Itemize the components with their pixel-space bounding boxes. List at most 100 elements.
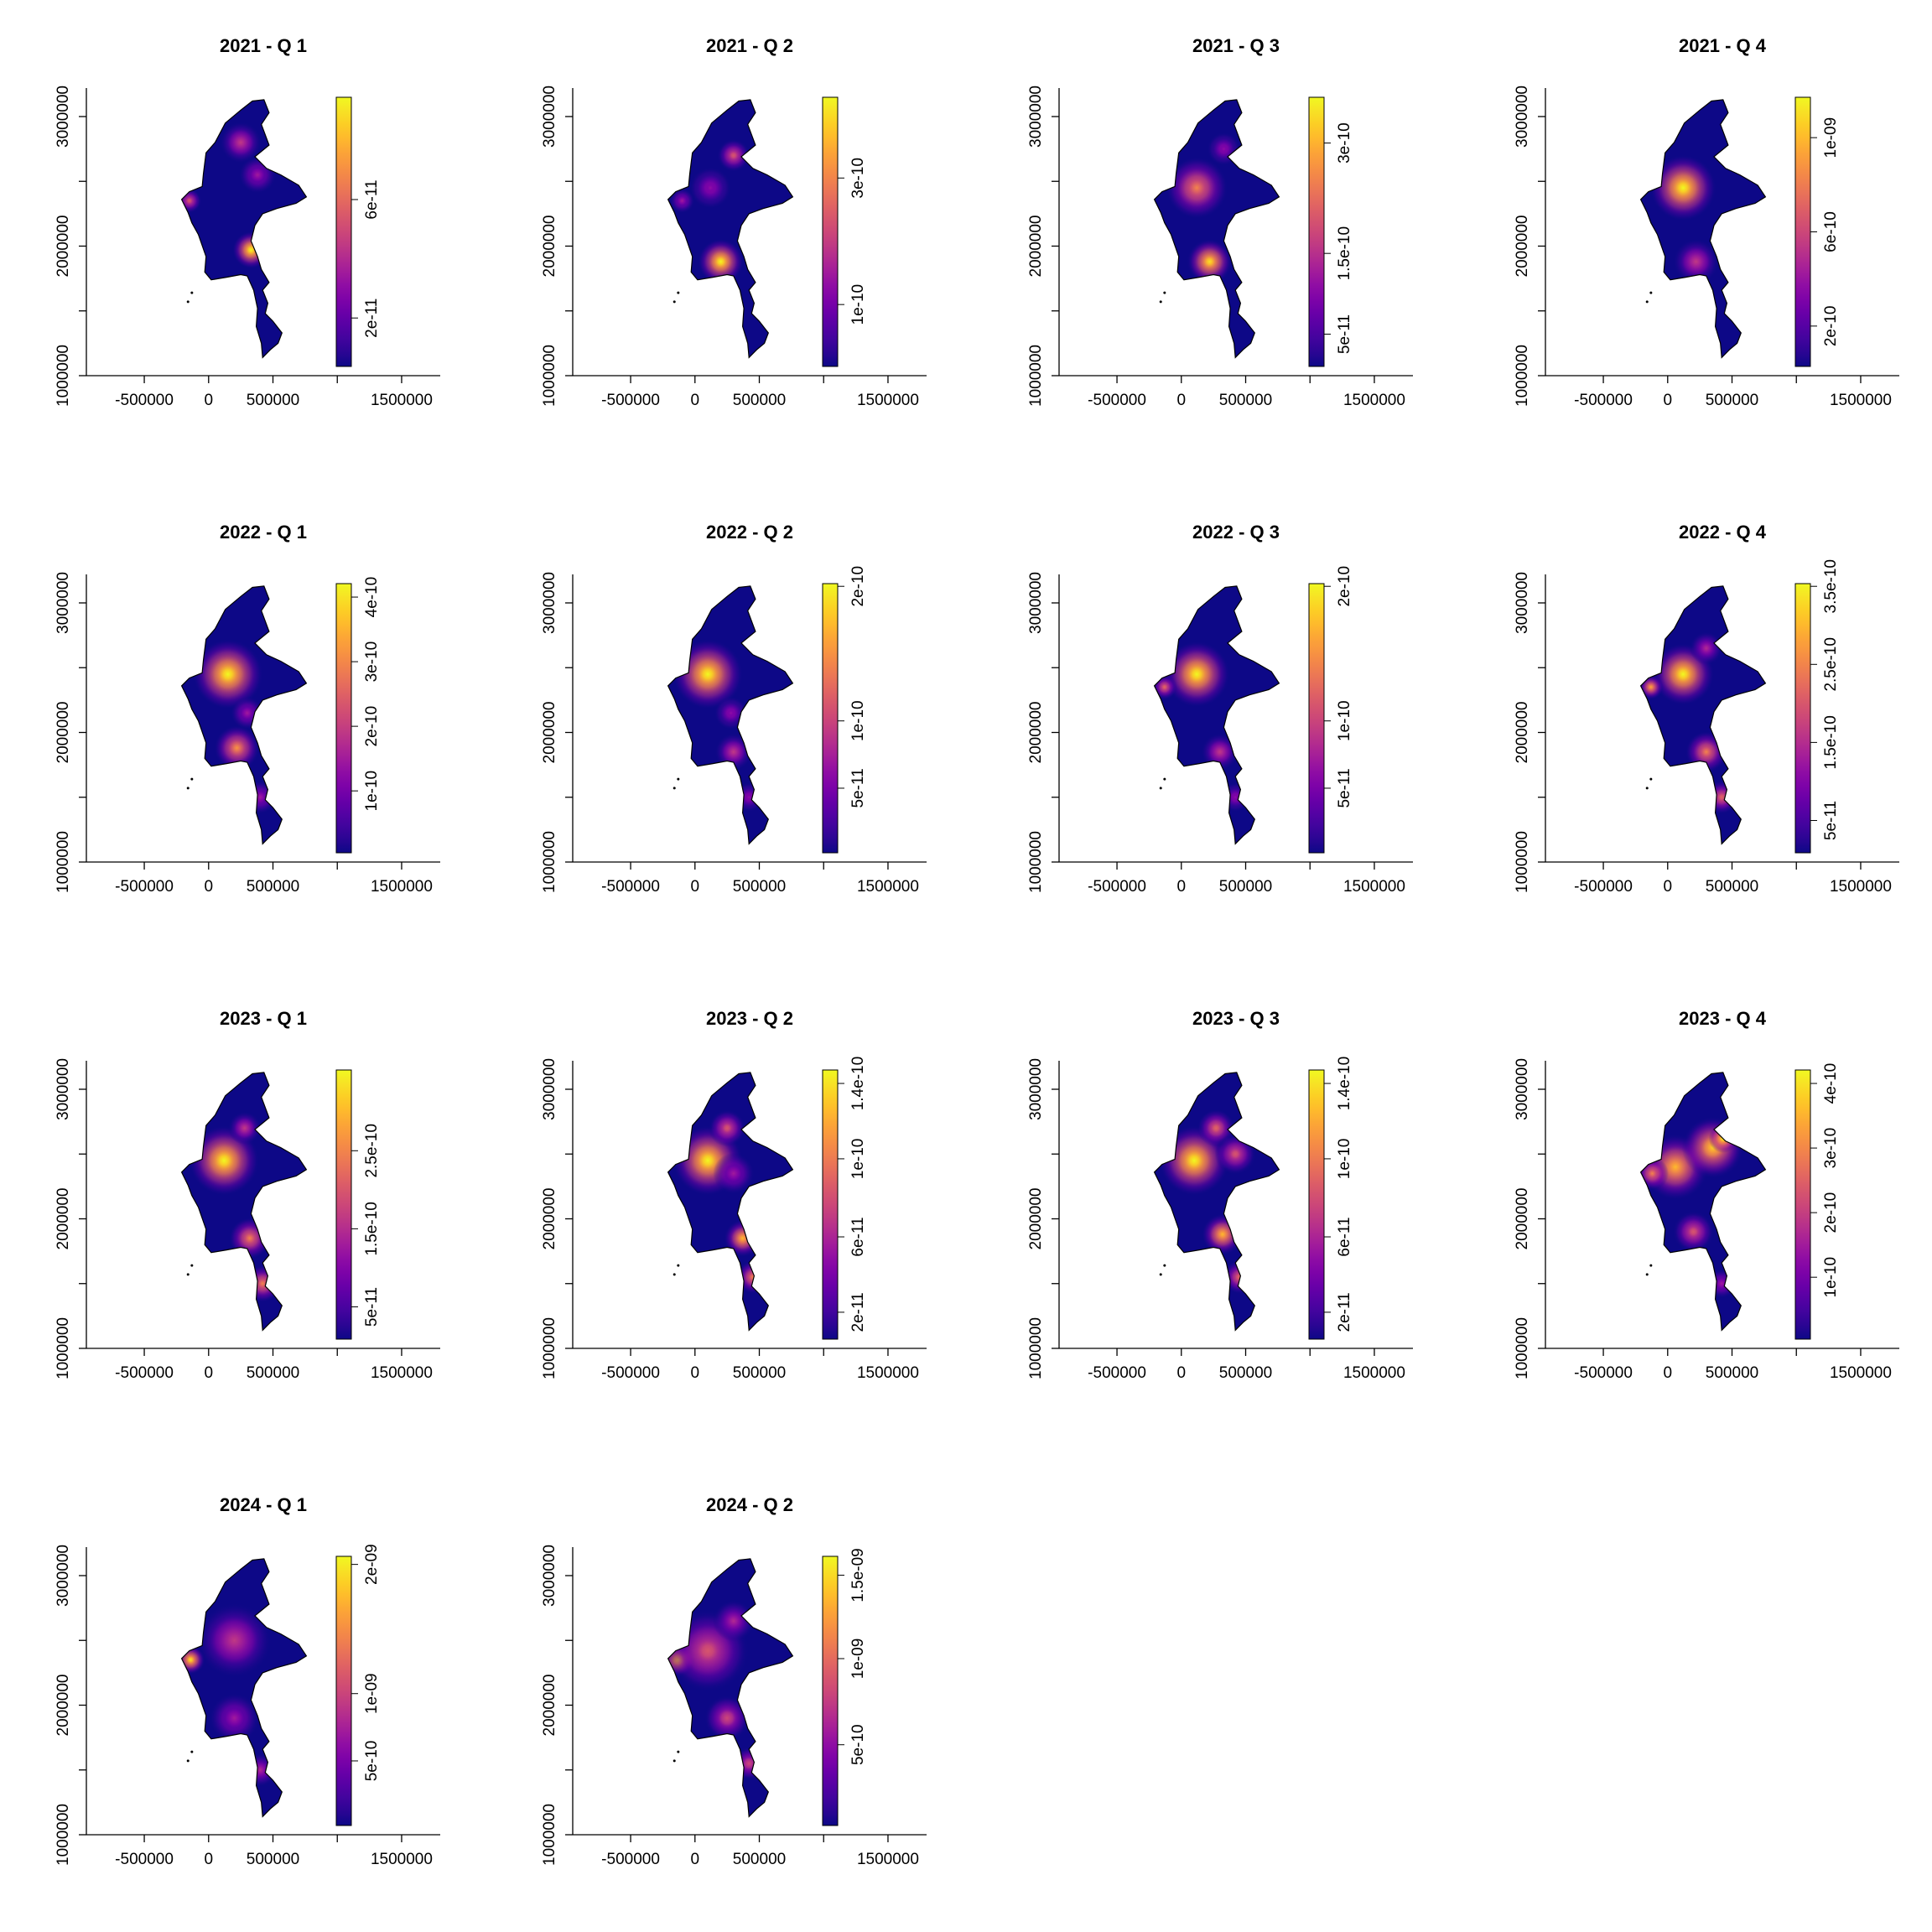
axes: -500000 0 500000 1500000 1000000 2000000 30000… xyxy=(55,1545,440,1868)
color-legend: 5e-10 1e-09 1.5e-09 xyxy=(822,1548,867,1826)
density-hotspot xyxy=(1207,132,1240,166)
legend-colorbar xyxy=(335,583,352,854)
island-marker xyxy=(186,787,190,790)
x-tick-label: 500000 xyxy=(247,392,299,409)
density-surface xyxy=(1640,585,1766,844)
x-tick-label: 0 xyxy=(204,392,213,409)
panel-title: 2024 - Q 1 xyxy=(220,1494,307,1515)
y-tick-label: 2000000 xyxy=(55,1675,72,1737)
axes: -500000 0 500000 1500000 1000000 2000000 30000… xyxy=(1514,86,1899,409)
panel-title: 2021 - Q 3 xyxy=(1192,35,1280,56)
y-tick-label: 3000000 xyxy=(541,86,558,148)
panel-title: 2023 - Q 4 xyxy=(1679,1008,1767,1029)
density-hotspot xyxy=(228,1111,262,1145)
density-hotspot xyxy=(193,639,263,709)
island-marker xyxy=(1159,1273,1162,1276)
legend-tick-label: 2e-11 xyxy=(1336,1292,1353,1332)
x-tick-label: 500000 xyxy=(1219,1364,1272,1382)
map-panel: 2021 - Q 2 -500000 0 500000 1500000 1000000 20… xyxy=(541,35,927,409)
x-tick-label: -500000 xyxy=(1088,1364,1146,1382)
y-tick-label: 1000000 xyxy=(1027,831,1045,893)
color-legend: 2e-11 6e-11 1e-10 1.4e-10 xyxy=(822,1057,867,1340)
panel-title: 2021 - Q 1 xyxy=(220,35,307,56)
country-outline xyxy=(667,1558,794,1818)
legend-tick-label: 5e-11 xyxy=(363,1287,381,1327)
x-tick-label: -500000 xyxy=(115,392,174,409)
panel-title: 2024 - Q 2 xyxy=(706,1494,793,1515)
x-tick-label: 0 xyxy=(1176,392,1186,409)
x-tick-label: 0 xyxy=(1176,878,1186,896)
legend-colorbar xyxy=(335,96,352,367)
y-tick-label: 3000000 xyxy=(541,1058,558,1120)
panel-title: 2022 - Q 1 xyxy=(220,522,307,543)
x-tick-label: -500000 xyxy=(1574,392,1633,409)
legend-tick-label: 5e-11 xyxy=(1336,314,1353,354)
color-legend: 2e-11 6e-11 1e-10 1.4e-10 xyxy=(1308,1057,1353,1340)
x-tick-label: -500000 xyxy=(1088,878,1146,896)
y-tick-label: 2000000 xyxy=(1514,216,1531,278)
axes: -500000 0 500000 1500000 1000000 2000000 30000… xyxy=(1027,572,1413,896)
density-hotspot xyxy=(214,725,260,771)
density-hotspot xyxy=(717,138,750,172)
legend-colorbar xyxy=(822,1555,839,1826)
y-tick-label: 2000000 xyxy=(541,702,558,764)
density-surface xyxy=(1154,99,1280,358)
legend-tick-label: 2e-11 xyxy=(849,1292,867,1332)
x-tick-label: 500000 xyxy=(1706,392,1758,409)
density-hotspot xyxy=(689,167,731,209)
color-legend: 5e-11 1e-10 2e-10 xyxy=(822,566,867,854)
x-tick-label: 1500000 xyxy=(1830,1364,1892,1382)
legend-tick-label: 1.5e-10 xyxy=(363,1202,381,1255)
density-surface xyxy=(667,99,793,358)
x-tick-label: -500000 xyxy=(1574,1364,1633,1382)
country-outline xyxy=(667,585,794,845)
axes: -500000 0 500000 1500000 1000000 2000000 30000… xyxy=(1514,1058,1899,1382)
x-tick-label: -500000 xyxy=(115,878,174,896)
density-hotspot xyxy=(210,1693,259,1743)
axes: -500000 0 500000 1500000 1000000 2000000 30000… xyxy=(541,572,927,896)
island-marker xyxy=(186,300,190,304)
x-tick-label: -500000 xyxy=(1088,392,1146,409)
country-outline xyxy=(1153,1072,1280,1332)
island-marker xyxy=(1163,777,1166,781)
x-tick-label: 500000 xyxy=(733,392,786,409)
x-tick-label: 1500000 xyxy=(371,878,433,896)
density-hotspot xyxy=(713,1600,755,1642)
island-marker xyxy=(1649,777,1653,781)
legend-colorbar xyxy=(1794,96,1811,367)
density-hotspot xyxy=(1154,674,1177,700)
x-tick-label: 0 xyxy=(690,392,699,409)
island-marker xyxy=(1645,787,1649,790)
panel-title: 2023 - Q 3 xyxy=(1192,1008,1280,1029)
x-tick-label: -500000 xyxy=(115,1364,174,1382)
panel-title: 2021 - Q 2 xyxy=(706,35,793,56)
color-legend: 5e-11 1.5e-10 3e-10 xyxy=(1308,96,1353,367)
x-tick-label: 1500000 xyxy=(371,392,433,409)
legend-colorbar xyxy=(822,96,839,367)
density-hotspot xyxy=(1166,157,1228,219)
density-hotspot xyxy=(732,1747,766,1780)
x-tick-label: 0 xyxy=(690,1851,699,1868)
x-tick-label: 500000 xyxy=(1706,878,1758,896)
panel-title: 2023 - Q 1 xyxy=(220,1008,307,1029)
island-marker xyxy=(677,1264,680,1267)
island-marker xyxy=(677,777,680,781)
density-hotspot xyxy=(1223,1260,1256,1294)
legend-tick-label: 1.5e-09 xyxy=(849,1548,867,1602)
x-tick-label: 0 xyxy=(204,1851,213,1868)
density-surface xyxy=(667,585,793,844)
country-outline xyxy=(180,585,308,845)
x-tick-label: 1500000 xyxy=(371,1364,433,1382)
y-tick-label: 1000000 xyxy=(1514,345,1531,407)
legend-tick-label: 5e-10 xyxy=(363,1741,381,1782)
color-legend: 5e-11 1e-10 2e-10 xyxy=(1308,566,1353,854)
legend-tick-label: 2e-11 xyxy=(363,299,381,338)
density-hotspot xyxy=(1649,154,1716,221)
y-tick-label: 1000000 xyxy=(1027,345,1045,407)
legend-tick-label: 1e-09 xyxy=(363,1673,381,1714)
y-tick-label: 1000000 xyxy=(1514,831,1531,893)
legend-tick-label: 2e-09 xyxy=(363,1544,381,1585)
x-tick-label: 0 xyxy=(1663,392,1672,409)
legend-tick-label: 1.4e-10 xyxy=(1336,1057,1353,1110)
